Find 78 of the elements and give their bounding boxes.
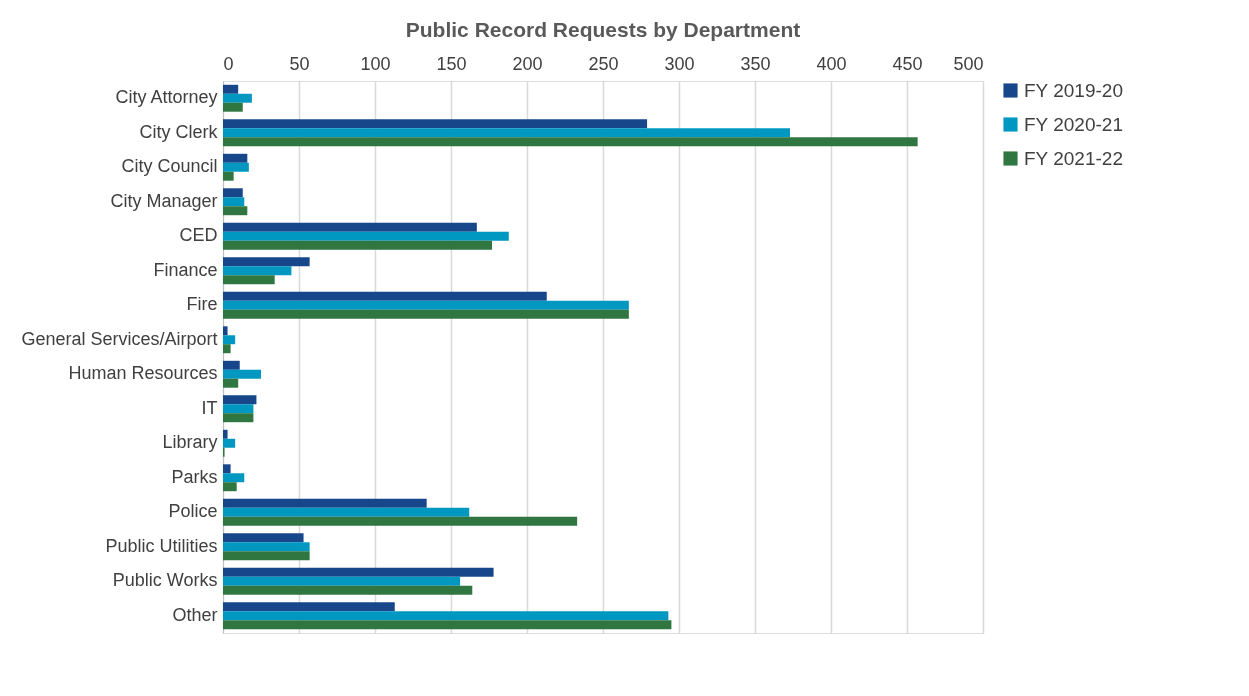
y-tick-label: Police [168,501,218,522]
y-tick-label: City Attorney [115,87,218,108]
bar [223,222,477,232]
x-tick-label: 100 [360,53,391,74]
y-tick-label: Public Works [112,570,218,591]
legend-label: FY 2021-22 [1024,147,1123,169]
bar [223,344,231,354]
legend-label: FY 2019-20 [1024,79,1123,101]
bar [223,84,239,94]
bar [223,602,395,612]
bar [223,119,648,129]
bar [223,576,461,586]
bar [223,533,304,543]
bar [223,413,254,423]
bar [223,171,234,181]
bar [223,464,231,474]
bar [223,162,249,172]
y-tick-label: Other [172,604,218,625]
bar [223,498,427,508]
y-tick-label: Public Utilities [105,535,218,556]
bar [223,429,228,439]
bar [223,335,236,345]
bar [223,275,275,285]
bar [223,369,261,379]
bar [223,309,629,319]
x-tick-label: 200 [512,53,543,74]
bar [223,188,243,198]
y-tick-label: Fire [186,294,218,315]
y-tick-label: IT [201,397,218,418]
x-tick-label: 300 [664,53,695,74]
bar [223,231,509,241]
bar [223,240,493,250]
bar [223,128,790,138]
chart-title: Public Record Requests by Department [405,18,801,41]
bar [223,266,292,276]
y-tick-label: City Manager [110,190,218,211]
bar [223,326,228,336]
bar [223,137,918,147]
y-tick-label: City Council [121,156,218,177]
bar [223,153,248,163]
bar [223,291,547,301]
bar [223,395,257,405]
y-tick-label: Human Resources [68,363,218,384]
bar [223,197,245,207]
y-tick-label: Parks [171,466,218,487]
x-tick-label: 0 [223,53,234,74]
x-tick-label: 400 [816,53,847,74]
bar [223,567,494,577]
bar [223,378,239,388]
bar [223,93,252,103]
bar [223,611,669,621]
bar [223,542,310,552]
x-tick-label: 250 [588,53,619,74]
x-tick-label: 450 [892,53,923,74]
bar [223,551,310,561]
bar [223,102,243,112]
x-tick-label: 150 [436,53,467,74]
bar [223,360,240,370]
y-tick-label: CED [179,225,218,246]
bar [223,482,237,492]
y-tick-label: General Services/Airport [21,328,218,349]
bar [223,507,470,517]
bar [223,516,578,526]
bar [223,206,248,216]
bar [223,585,473,595]
y-tick-label: Finance [153,259,218,280]
bar [223,300,629,310]
bar [223,620,672,630]
x-tick-label: 500 [953,53,984,74]
y-tick-label: Library [162,432,218,453]
y-tick-label: City Clerk [139,121,219,142]
bar [223,257,310,267]
x-tick-label: 350 [740,53,771,74]
legend-label: FY 2020-21 [1024,113,1123,135]
x-tick-label: 50 [289,53,310,74]
bar [223,438,236,448]
bar [223,473,245,483]
bar [223,404,254,414]
